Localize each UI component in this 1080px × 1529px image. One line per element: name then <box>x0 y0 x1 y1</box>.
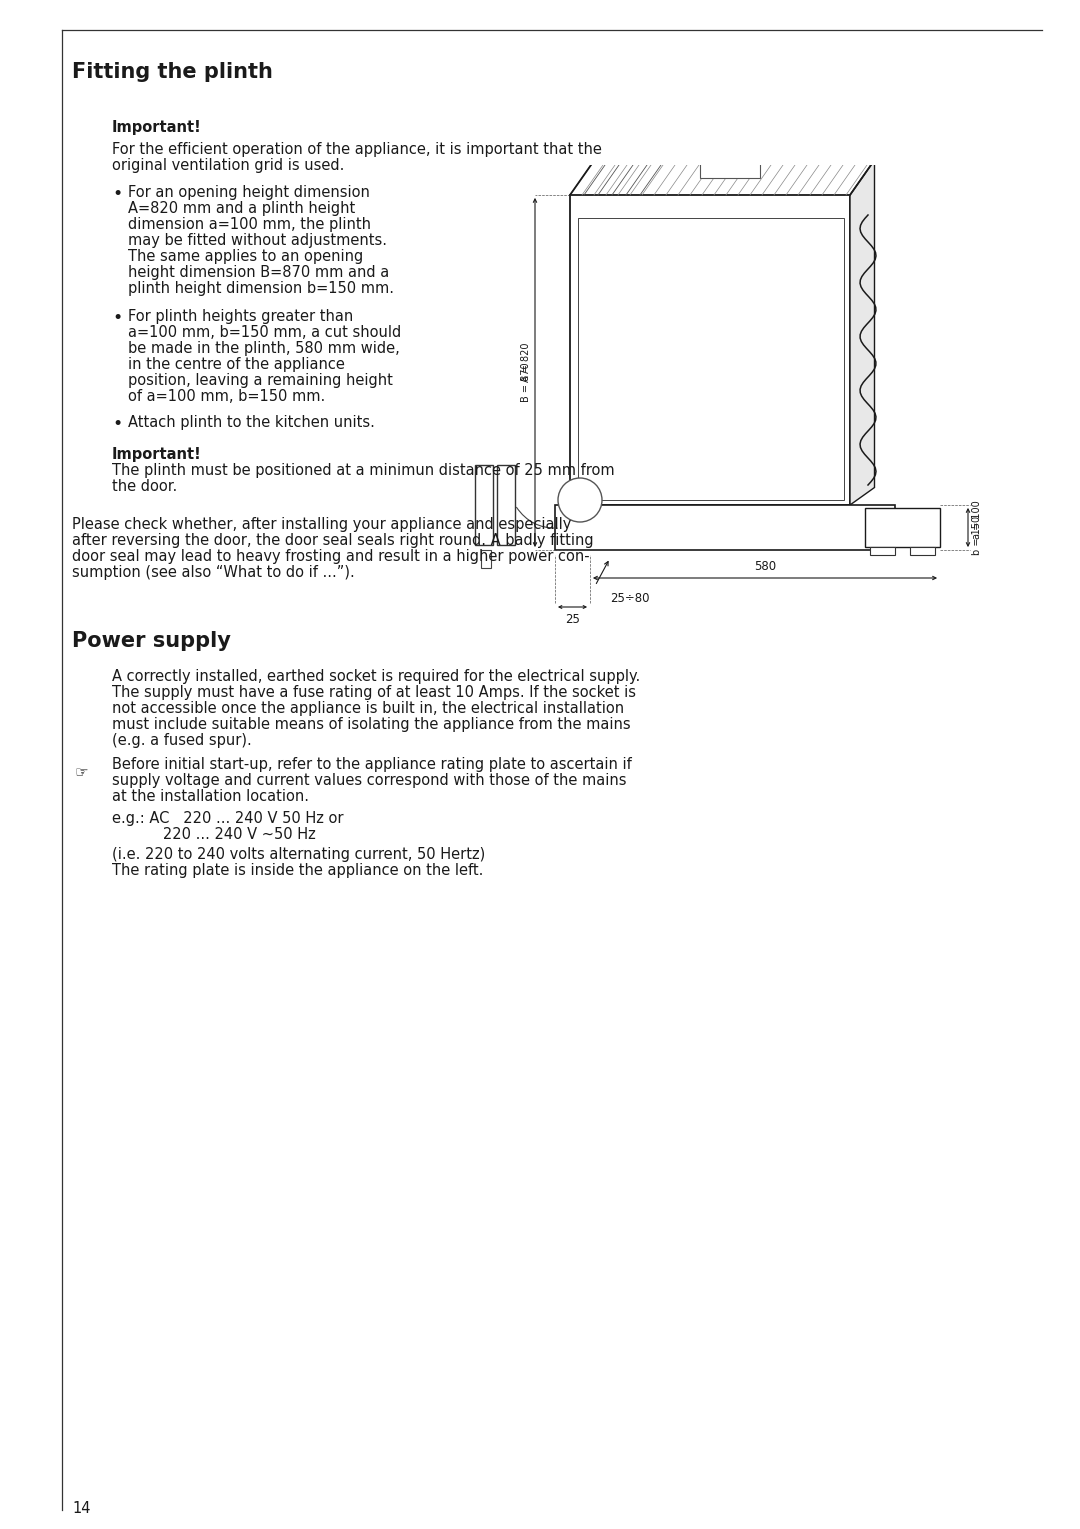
Text: must include suitable means of isolating the appliance from the mains: must include suitable means of isolating… <box>112 717 631 732</box>
Text: 220 ... 240 V ~50 Hz: 220 ... 240 V ~50 Hz <box>112 827 315 842</box>
Text: e.g.: AC   220 ... 240 V 50 Hz or: e.g.: AC 220 ... 240 V 50 Hz or <box>112 810 343 826</box>
Text: position, leaving a remaining height: position, leaving a remaining height <box>129 373 393 388</box>
Text: The rating plate is inside the appliance on the left.: The rating plate is inside the appliance… <box>112 862 484 878</box>
Text: 14: 14 <box>72 1501 91 1515</box>
Text: A=820 mm and a plinth height: A=820 mm and a plinth height <box>129 200 355 216</box>
Bar <box>481 550 491 567</box>
Text: plinth height dimension b=150 mm.: plinth height dimension b=150 mm. <box>129 281 394 297</box>
Polygon shape <box>850 161 875 505</box>
Bar <box>578 219 843 500</box>
Text: 25÷80: 25÷80 <box>610 592 649 605</box>
Text: Attach plinth to the kitchen units.: Attach plinth to the kitchen units. <box>129 414 375 430</box>
Text: 580: 580 <box>754 560 777 573</box>
Bar <box>570 196 850 505</box>
Text: height dimension B=870 mm and a: height dimension B=870 mm and a <box>129 265 389 280</box>
Text: the door.: the door. <box>112 479 177 494</box>
Text: •: • <box>112 414 122 433</box>
Text: (e.g. a fused spur).: (e.g. a fused spur). <box>112 732 252 748</box>
Text: a=100 mm, b=150 mm, a cut should: a=100 mm, b=150 mm, a cut should <box>129 326 402 339</box>
Text: door seal may lead to heavy frosting and result in a higher power con-: door seal may lead to heavy frosting and… <box>72 549 590 564</box>
Text: Before initial start-up, refer to the appliance rating plate to ascertain if: Before initial start-up, refer to the ap… <box>112 757 632 772</box>
Text: of a=100 mm, b=150 mm.: of a=100 mm, b=150 mm. <box>129 388 325 404</box>
Text: (i.e. 220 to 240 volts alternating current, 50 Hertz): (i.e. 220 to 240 volts alternating curre… <box>112 847 485 862</box>
Bar <box>555 505 895 550</box>
Text: 25: 25 <box>566 613 580 625</box>
Bar <box>865 508 940 547</box>
Text: •: • <box>112 309 122 327</box>
Text: after reversing the door, the door seal seals right round. A badly fitting: after reversing the door, the door seal … <box>72 534 594 547</box>
Text: The same applies to an opening: The same applies to an opening <box>129 249 363 265</box>
Text: For an opening height dimension: For an opening height dimension <box>129 185 369 200</box>
Text: B = 870: B = 870 <box>521 362 531 402</box>
Circle shape <box>558 479 602 521</box>
Text: The supply must have a fuse rating of at least 10 Amps. If the socket is: The supply must have a fuse rating of at… <box>112 685 636 700</box>
Bar <box>497 465 515 544</box>
Text: a = 100: a = 100 <box>972 500 982 538</box>
Text: For the efficient operation of the appliance, it is important that the: For the efficient operation of the appli… <box>112 142 602 157</box>
Text: Please check whether, after installing your appliance and especially: Please check whether, after installing y… <box>72 517 571 532</box>
Text: b = 150: b = 150 <box>972 515 982 555</box>
Text: Fitting the plinth: Fitting the plinth <box>72 63 273 83</box>
Text: in the centre of the appliance: in the centre of the appliance <box>129 356 345 372</box>
Text: Power supply: Power supply <box>72 631 231 651</box>
Text: original ventilation grid is used.: original ventilation grid is used. <box>112 157 345 173</box>
Text: For plinth heights greater than: For plinth heights greater than <box>129 309 353 324</box>
Text: A = 820: A = 820 <box>521 342 531 382</box>
Text: dimension a=100 mm, the plinth: dimension a=100 mm, the plinth <box>129 217 372 232</box>
Text: Important!: Important! <box>112 446 202 462</box>
Text: sumption (see also “What to do if ...”).: sumption (see also “What to do if ...”). <box>72 566 354 579</box>
Text: ☞: ☞ <box>75 764 89 780</box>
Bar <box>870 547 895 555</box>
Text: A correctly installed, earthed socket is required for the electrical supply.: A correctly installed, earthed socket is… <box>112 670 640 683</box>
Text: at the installation location.: at the installation location. <box>112 789 309 804</box>
Text: supply voltage and current values correspond with those of the mains: supply voltage and current values corres… <box>112 774 626 787</box>
Bar <box>910 547 935 555</box>
Text: •: • <box>112 185 122 203</box>
Bar <box>700 161 760 177</box>
Text: Important!: Important! <box>112 119 202 135</box>
Text: not accessible once the appliance is built in, the electrical installation: not accessible once the appliance is bui… <box>112 700 624 716</box>
Bar <box>475 465 492 544</box>
Text: may be fitted without adjustments.: may be fitted without adjustments. <box>129 232 387 248</box>
Text: be made in the plinth, 580 mm wide,: be made in the plinth, 580 mm wide, <box>129 341 400 356</box>
Text: The plinth must be positioned at a minimun distance of 25 mm from: The plinth must be positioned at a minim… <box>112 463 615 479</box>
